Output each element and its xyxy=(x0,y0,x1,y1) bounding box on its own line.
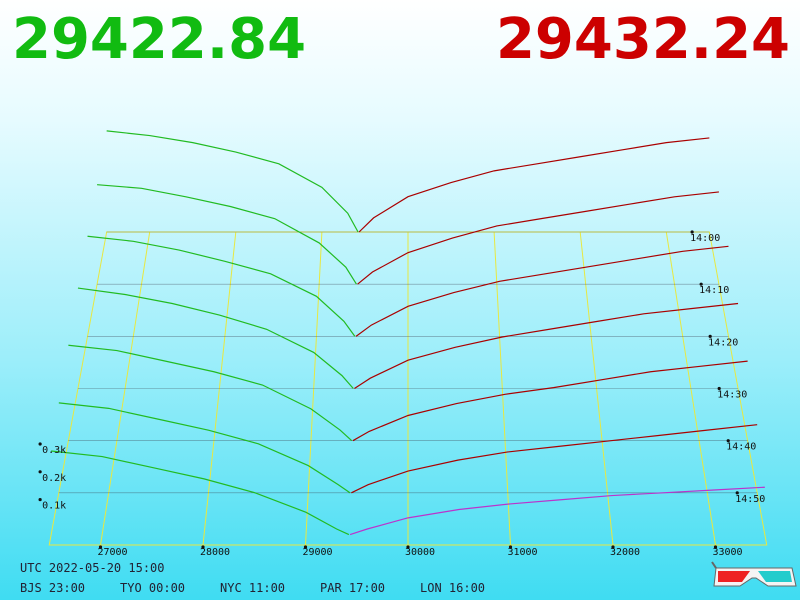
x-tick-label: 33000 xyxy=(712,547,742,558)
bid-depth-line xyxy=(106,130,359,233)
bid-depth-line xyxy=(77,287,354,389)
bid-depth-line xyxy=(87,235,356,337)
ask-depth-line xyxy=(357,191,719,285)
tick-dot xyxy=(508,545,513,549)
y-tick-label: 0.2k xyxy=(42,473,66,484)
utc-time: UTC 2022-05-20 15:00 xyxy=(20,561,165,575)
tick-dot xyxy=(726,439,730,443)
zone-time: TYO 00:00 xyxy=(120,581,185,595)
y-tick-label: 0.1k xyxy=(42,501,66,512)
x-tick-label: 28000 xyxy=(200,547,230,558)
z-tick-label: 14:00 xyxy=(690,233,720,244)
z-tick-label: 14:20 xyxy=(708,337,738,348)
y-tick-label: 0.3k xyxy=(42,445,66,456)
time-zones: BJS 23:00 TYO 00:00 NYC 11:00 PAR 17:00 LON … xyxy=(20,581,485,595)
tick-dot xyxy=(201,545,205,549)
tick-dot xyxy=(699,282,703,286)
tick-dot xyxy=(38,442,42,446)
bid-depth-line xyxy=(97,184,357,285)
tick-dot xyxy=(713,545,718,549)
x-tick-label: 30000 xyxy=(405,547,435,558)
labels: 27000 28000 29000 30000 31000 32000 33000 14:00… xyxy=(38,230,765,558)
tick-dot xyxy=(690,230,694,234)
tick-dot xyxy=(735,491,739,495)
ask-depth-line xyxy=(349,486,765,536)
tick-dot xyxy=(98,545,103,549)
z-tick-label: 14:30 xyxy=(717,390,747,401)
3d-glasses-icon xyxy=(711,561,797,587)
tick-dot xyxy=(303,545,308,549)
best-bid: 29422.84 xyxy=(12,7,306,72)
zone-time: NYC 11:00 xyxy=(220,581,285,595)
tick-dot xyxy=(38,497,42,502)
bid-depth-line xyxy=(58,402,351,494)
zone-time: BJS 23:00 xyxy=(20,581,85,595)
ask-depth-line xyxy=(355,245,729,337)
z-tick-label: 14:50 xyxy=(735,494,765,505)
depth-lines xyxy=(51,130,765,536)
best-ask: 29432.24 xyxy=(496,7,790,72)
bid-depth-line xyxy=(51,450,350,536)
tick-dot xyxy=(717,386,721,391)
ask-depth-line xyxy=(352,360,748,442)
z-tick-label: 14:40 xyxy=(726,442,756,453)
zone-time: LON 16:00 xyxy=(420,581,485,595)
tick-dot xyxy=(38,470,42,474)
x-tick-label: 27000 xyxy=(97,547,127,558)
floor xyxy=(48,231,768,546)
x-tick-label: 32000 xyxy=(610,547,640,558)
ask-depth-line xyxy=(358,137,710,233)
zone-time: PAR 17:00 xyxy=(320,581,385,595)
x-tick-label: 29000 xyxy=(302,547,332,558)
tick-dot xyxy=(406,545,410,549)
tick-dot xyxy=(611,545,615,549)
bid-depth-line xyxy=(68,344,353,442)
z-tick-label: 14:10 xyxy=(699,285,729,296)
x-tick-label: 31000 xyxy=(507,547,537,558)
ask-depth-line xyxy=(351,424,758,494)
tick-dot xyxy=(708,334,712,338)
ask-depth-line xyxy=(354,302,739,390)
